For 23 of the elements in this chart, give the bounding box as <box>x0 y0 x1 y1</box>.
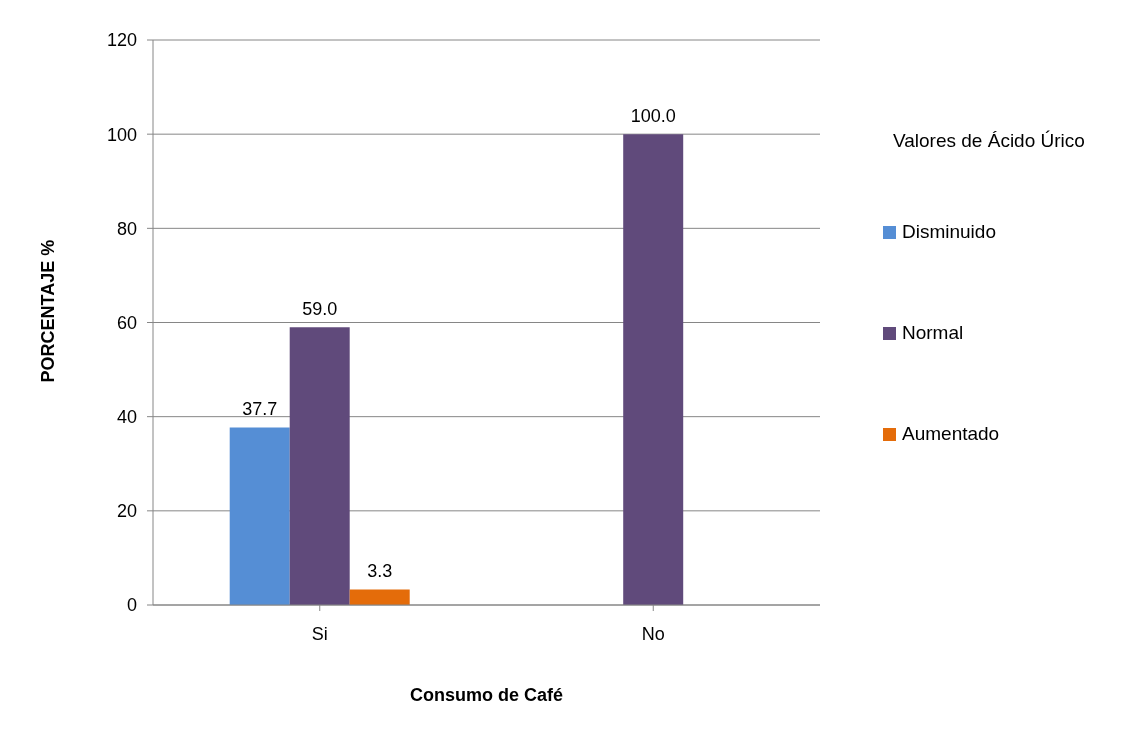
bar <box>229 427 290 605</box>
x-tick-label: Si <box>311 623 328 644</box>
y-tick-label: 120 <box>106 30 137 51</box>
data-label: 100.0 <box>630 106 676 127</box>
legend-label: Normal <box>902 322 964 344</box>
x-axis-title: Consumo de Café <box>409 685 564 705</box>
y-axis-title: PORCENTAJE % <box>38 239 59 383</box>
bar <box>623 134 684 605</box>
legend-label: Disminuido <box>902 221 996 243</box>
data-label: 3.3 <box>367 561 393 582</box>
y-tick-label: 60 <box>116 312 137 333</box>
bar <box>289 327 350 605</box>
y-tick-label: 0 <box>126 595 137 616</box>
bar <box>349 589 410 605</box>
y-tick-label: 40 <box>116 407 137 428</box>
legend-label: Aumentado <box>902 423 1000 445</box>
data-label: 59.0 <box>302 299 338 320</box>
y-tick-label: 20 <box>116 501 137 522</box>
x-tick-label: No <box>641 623 665 644</box>
y-tick-label: 80 <box>116 218 137 239</box>
y-tick-label: 100 <box>106 124 137 145</box>
data-label: 37.7 <box>242 399 278 420</box>
legend-title: Valores de Ácido Úrico <box>893 130 1085 152</box>
